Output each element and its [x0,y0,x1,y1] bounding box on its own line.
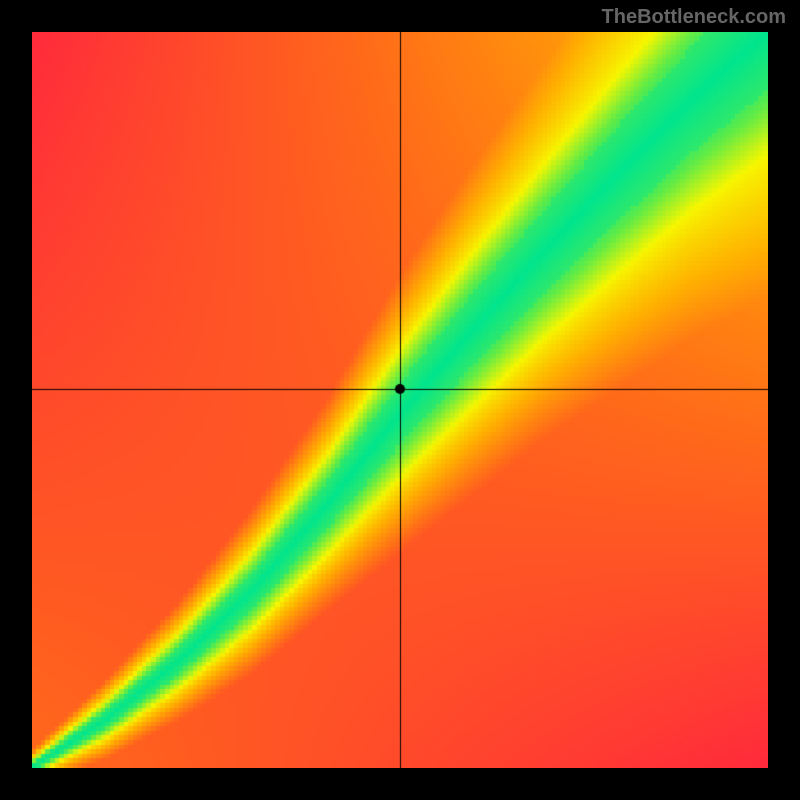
watermark-text: TheBottleneck.com [602,6,786,29]
heatmap-area [32,32,768,768]
crosshair-overlay [32,32,768,768]
chart-frame: TheBottleneck.com [0,0,800,800]
